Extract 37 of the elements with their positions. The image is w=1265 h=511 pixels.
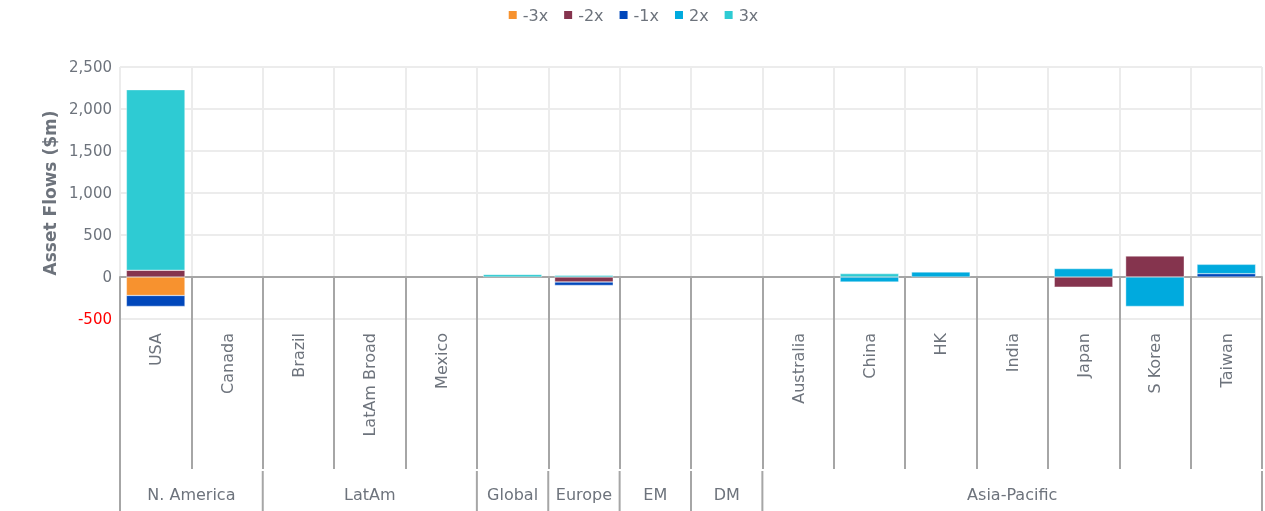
- x-tick-label: Australia: [788, 333, 808, 404]
- legend-label: -2x: [578, 5, 604, 25]
- y-tick-label: 500: [83, 226, 112, 244]
- y-tick-label: 2,000: [69, 100, 112, 118]
- y-tick-label: 1,000: [69, 184, 112, 202]
- x-tick-label: Mexico: [431, 333, 451, 389]
- x-tick-label: HK: [931, 332, 951, 356]
- bar: [840, 277, 899, 283]
- bar: [554, 277, 614, 283]
- x-tick-label: LatAm Broad: [360, 333, 380, 437]
- text: DM: [713, 484, 740, 504]
- x-tick-label: Brazil: [288, 333, 308, 378]
- text: Asia-Pacific: [967, 484, 1058, 504]
- x-tick-label: China: [859, 333, 879, 379]
- x-tick-label: USA: [146, 332, 166, 367]
- y-tick-label: -500: [77, 310, 112, 328]
- text: Europe: [555, 484, 613, 504]
- x-tick-label: Taiwan: [1216, 333, 1236, 389]
- legend-label: 2x: [688, 5, 709, 25]
- x-tick-label: S Korea: [1145, 333, 1165, 394]
- y-tick-label: 2,500: [69, 58, 112, 76]
- text: LatAm: [344, 484, 396, 504]
- text: N. America: [147, 484, 236, 504]
- x-tick-label: Japan: [1074, 333, 1094, 379]
- legend-label: 3x: [738, 5, 759, 25]
- y-tick-label: 1,500: [69, 142, 112, 160]
- x-tick-label: India: [1002, 333, 1022, 373]
- text: EM: [643, 484, 668, 504]
- legend-label: -1x: [633, 5, 659, 25]
- bar: [911, 271, 971, 277]
- legend-label: -3x: [522, 5, 549, 25]
- text: Global: [487, 484, 539, 504]
- y-axis-title: Asset Flows ($m): [39, 110, 60, 276]
- bar: [483, 274, 542, 277]
- x-tick-label: Canada: [217, 333, 237, 394]
- bar: [1197, 264, 1256, 274]
- y-tick-label: 0: [102, 268, 112, 286]
